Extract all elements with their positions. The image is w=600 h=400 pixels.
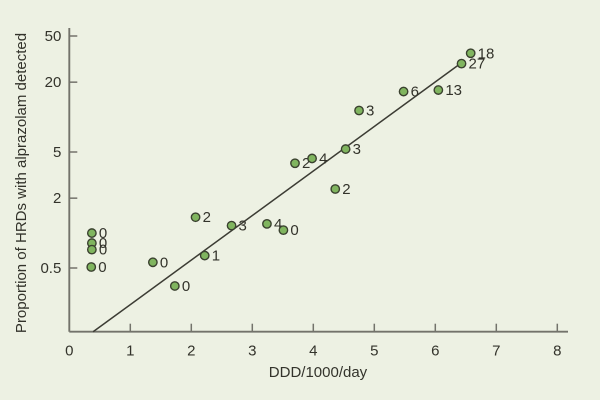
- data-point-label: 0: [99, 225, 107, 242]
- data-point-label: 0: [99, 235, 107, 252]
- regression-line-segment: [92, 61, 464, 333]
- data-point-label: 13: [445, 82, 462, 99]
- x-tick-label: 7: [492, 342, 500, 359]
- data-point: [278, 225, 289, 236]
- data-point: [190, 212, 201, 223]
- axes: [68, 28, 568, 333]
- y-tick-label: 2: [53, 190, 61, 207]
- data-point-label: 0: [98, 259, 106, 276]
- data-point-label: 1: [212, 248, 220, 265]
- data-point-label: 0: [290, 222, 298, 239]
- data-point-label: 4: [274, 216, 282, 233]
- x-tick-label: 8: [553, 342, 561, 359]
- data-point-label: 2: [342, 181, 350, 198]
- data-point: [398, 86, 409, 97]
- data-point: [456, 58, 467, 69]
- data-point: [340, 144, 351, 154]
- x-tick-label: 4: [309, 342, 317, 359]
- data-point: [169, 281, 180, 291]
- data-point: [262, 218, 272, 229]
- y-tick-label: 20: [45, 74, 62, 91]
- data-point: [330, 184, 341, 194]
- data-point-label: 3: [353, 141, 361, 158]
- data-point-label: 18: [478, 45, 495, 62]
- y-tick-label: 5: [53, 144, 61, 161]
- data-point-label: 3: [366, 102, 374, 119]
- data-point: [86, 244, 97, 255]
- data-point: [290, 158, 300, 169]
- data-point-label: 4: [319, 150, 327, 167]
- x-tick-label: 3: [248, 342, 256, 359]
- data-point-label: 0: [160, 254, 168, 271]
- data-point: [307, 153, 317, 164]
- x-tick-label: 1: [126, 342, 134, 359]
- y-tick-label: 0.5: [40, 260, 61, 277]
- data-point: [147, 257, 158, 268]
- x-axis-title: DDD/1000/day: [269, 364, 368, 381]
- x-tick-label: 2: [187, 342, 195, 359]
- x-tick-label: 5: [370, 342, 378, 359]
- data-point: [199, 250, 210, 261]
- data-point-label: 0: [99, 242, 107, 259]
- data-point: [433, 85, 444, 95]
- y-tick-label: 50: [45, 28, 62, 45]
- data-point-label: 2: [302, 155, 310, 172]
- data-point-label: 0: [182, 278, 190, 295]
- data-point-label: 6: [411, 84, 419, 101]
- data-point-label: 27: [469, 56, 486, 73]
- y-axis-title: Proportion of HRDs with alprazolam detec…: [13, 33, 30, 333]
- data-point: [86, 228, 97, 238]
- data-point: [86, 262, 97, 272]
- data-point: [465, 48, 476, 59]
- data-point: [226, 220, 237, 231]
- data-point: [354, 105, 364, 116]
- data-point-label: 3: [239, 218, 247, 235]
- x-tick-label: 6: [431, 342, 439, 359]
- x-tick-label: 0: [65, 342, 73, 359]
- data-point-label: 2: [203, 209, 211, 226]
- regression-line: [92, 61, 464, 333]
